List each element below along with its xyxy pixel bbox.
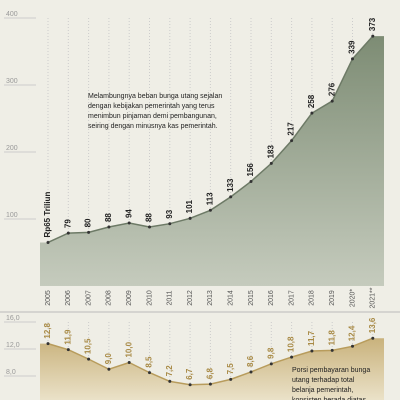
x-tick-label: 2019	[329, 290, 336, 306]
point	[290, 355, 294, 359]
x-tick-label: 2009	[126, 290, 133, 306]
x-tick-label: 2018	[309, 290, 316, 306]
point	[188, 383, 192, 387]
point	[269, 362, 273, 366]
value-label: 80	[84, 218, 93, 227]
annotation: Melambungnya beban bunga utang sejalan de…	[88, 93, 222, 130]
value-label: 11,9	[63, 329, 72, 345]
x-tick-label: 2015	[248, 290, 255, 306]
point	[229, 377, 233, 381]
x-tick-label: 2013	[207, 290, 214, 306]
point	[168, 379, 172, 383]
value-label: 88	[145, 213, 154, 222]
value-label: 217	[287, 122, 296, 136]
value-label: 94	[124, 209, 133, 218]
point	[371, 34, 375, 38]
x-tick-label: 2010	[146, 290, 153, 306]
point	[66, 348, 70, 352]
point	[351, 57, 354, 61]
value-label: Rp65 Triliun	[43, 192, 52, 238]
point	[188, 216, 192, 220]
y-tick-label: 16,0	[6, 315, 20, 322]
value-label: 101	[185, 199, 194, 213]
value-label: 8,5	[145, 356, 154, 368]
value-label: 79	[63, 219, 72, 228]
value-label: 11,8	[327, 330, 336, 346]
point	[127, 361, 131, 364]
value-label: 10,5	[84, 338, 93, 354]
point	[330, 99, 334, 103]
point	[249, 370, 253, 374]
point	[290, 139, 294, 143]
y-tick-label: 200	[6, 145, 18, 152]
value-label: 7,5	[226, 363, 235, 375]
point	[351, 344, 354, 348]
point	[310, 111, 314, 115]
value-label: 8,6	[246, 355, 255, 367]
x-tick-label: 2005	[45, 290, 52, 306]
value-label: 11,7	[307, 330, 316, 346]
x-tick-label: 2017	[288, 290, 295, 306]
value-label: 183	[266, 144, 275, 158]
value-label: 12,4	[348, 325, 357, 341]
point	[107, 225, 111, 229]
point	[310, 349, 314, 353]
x-tick-label: 2006	[65, 290, 72, 306]
y-tick-label: 300	[6, 78, 18, 85]
y-tick-label: 12,0	[6, 342, 20, 349]
x-tick-label: 2014	[228, 290, 235, 306]
point	[249, 179, 253, 183]
point	[208, 208, 212, 212]
value-label: 373	[368, 17, 377, 31]
point	[330, 348, 334, 352]
point	[148, 371, 151, 375]
point	[269, 161, 273, 165]
x-tick-label: 2020*	[349, 289, 356, 308]
point	[87, 230, 91, 234]
value-label: 13,6	[368, 317, 377, 333]
value-label: 276	[327, 82, 336, 96]
x-tick-label: 2016	[268, 290, 275, 306]
value-label: 7,2	[165, 365, 174, 377]
area	[40, 36, 384, 287]
value-label: 258	[307, 94, 316, 108]
value-label: 10,8	[287, 336, 296, 352]
value-label: 6,7	[185, 368, 194, 380]
point	[127, 221, 131, 225]
value-label: 6,8	[206, 367, 215, 379]
value-label: 9,8	[266, 347, 275, 359]
point	[148, 225, 151, 229]
value-label: 133	[226, 178, 235, 192]
point	[46, 240, 50, 244]
value-label: 10,0	[124, 341, 133, 357]
point	[371, 336, 375, 340]
y-tick-label: 100	[6, 212, 18, 219]
x-tick-label: 2012	[187, 290, 194, 306]
x-tick-label: 2011	[167, 290, 174, 305]
value-label: 113	[206, 192, 215, 205]
point	[107, 367, 111, 371]
value-label: 339	[348, 40, 357, 54]
y-tick-label: 8,0	[6, 369, 16, 376]
point	[66, 231, 70, 235]
value-label: 93	[165, 209, 174, 218]
value-label: 9,0	[104, 353, 113, 365]
point	[208, 382, 212, 386]
point	[168, 222, 172, 226]
area	[40, 338, 384, 400]
point	[46, 342, 50, 346]
value-label: 156	[246, 163, 255, 177]
y-tick-label: 400	[6, 11, 18, 18]
point	[229, 195, 233, 199]
x-tick-label: 2007	[85, 290, 92, 306]
point	[87, 357, 91, 361]
annotation: Porsi pembayaran bunga utang terhadap tot…	[292, 367, 370, 400]
value-label: 12,8	[43, 322, 52, 338]
x-tick-label: 2021**	[370, 287, 377, 308]
x-tick-label: 2008	[106, 290, 113, 306]
value-label: 88	[104, 213, 113, 222]
